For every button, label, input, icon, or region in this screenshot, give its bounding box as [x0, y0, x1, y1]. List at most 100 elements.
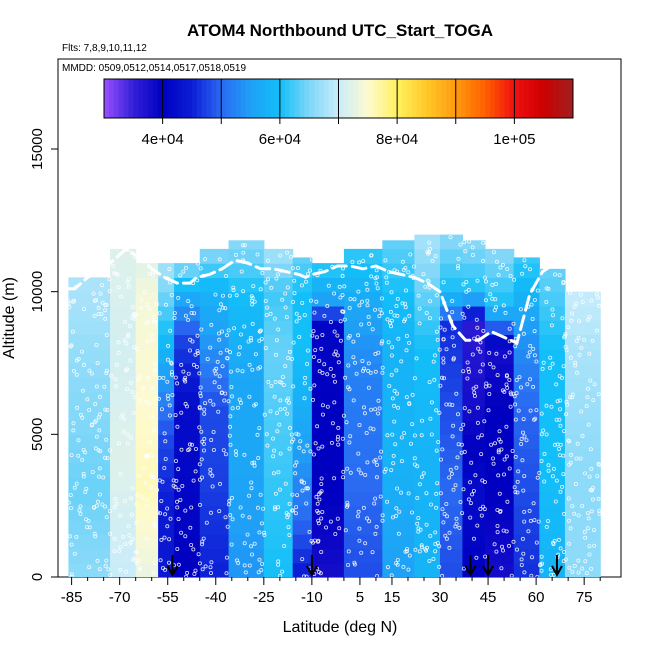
sample-point [264, 313, 269, 318]
sample-point [145, 339, 150, 344]
sample-point [150, 270, 155, 275]
sample-point [359, 471, 364, 476]
heat-cell [382, 291, 415, 307]
sample-point [192, 311, 197, 316]
heat-cell [174, 519, 201, 535]
sample-point [74, 358, 79, 363]
sample-point [324, 525, 329, 530]
heat-cell [564, 477, 601, 492]
colorbar-cell [563, 79, 569, 118]
sample-point [224, 273, 229, 278]
sample-point [587, 544, 592, 549]
heat-cell [440, 234, 464, 250]
sample-point [97, 567, 102, 572]
sample-point [273, 491, 278, 496]
sample-point [166, 343, 171, 348]
sample-point [78, 412, 83, 417]
colorbar-cell [416, 79, 423, 118]
sample-point [282, 544, 287, 549]
sample-point [262, 530, 267, 535]
sample-point [519, 441, 524, 446]
heat-cell [135, 548, 159, 564]
heat-cell [343, 391, 383, 407]
sample-point [141, 466, 146, 471]
heat-cell [68, 477, 111, 492]
sample-point [166, 560, 171, 565]
profile-marker-arrowhead [166, 565, 179, 578]
sample-point [129, 435, 134, 440]
heat-cell [440, 562, 464, 577]
heat-cell [174, 391, 201, 407]
sample-point [419, 474, 424, 479]
colorbar-cell [509, 79, 515, 118]
sample-point [227, 293, 232, 298]
sample-point [123, 368, 128, 373]
sample-point [521, 417, 526, 422]
sample-point [100, 283, 105, 288]
heat-cell [462, 491, 486, 507]
heat-cell [68, 363, 111, 378]
colorbar-tick-label: 8e+04 [376, 131, 418, 148]
heat-cell [484, 291, 515, 307]
sample-point [195, 348, 200, 353]
heat-cell [311, 519, 345, 535]
heat-cell [110, 562, 137, 577]
sample-point [276, 559, 281, 564]
sample-point [377, 406, 382, 411]
sample-point [475, 335, 480, 340]
sample-point [107, 448, 112, 453]
sample-point [374, 268, 379, 273]
sample-point [332, 379, 337, 384]
sample-point [478, 349, 483, 354]
sample-point [265, 258, 270, 263]
sample-point [474, 555, 479, 560]
sample-point [165, 276, 170, 281]
heat-cell [228, 277, 265, 293]
sample-point [530, 316, 535, 321]
sample-point [287, 446, 292, 451]
sample-point [157, 311, 162, 316]
sample-point [451, 423, 456, 428]
sample-point [583, 535, 588, 540]
sample-point [385, 565, 390, 570]
heat-cell [440, 448, 464, 464]
sample-point [473, 473, 478, 478]
sample-point [172, 311, 177, 316]
sample-point [314, 494, 319, 499]
sample-point [201, 441, 206, 446]
sample-point [563, 412, 568, 417]
sample-point [451, 487, 456, 492]
sample-point [357, 260, 362, 265]
heat-cell [68, 434, 111, 450]
sample-point [85, 397, 90, 402]
heat-cell [564, 505, 601, 521]
sample-point [350, 259, 355, 264]
sample-point [511, 321, 516, 326]
heat-cell [462, 348, 486, 364]
sample-point [98, 291, 103, 296]
sample-point [281, 382, 286, 387]
sample-point [132, 345, 137, 350]
sample-point [539, 458, 544, 463]
sample-point [483, 384, 488, 389]
sample-point [567, 439, 572, 444]
sample-point [180, 483, 185, 488]
sample-point [293, 471, 298, 476]
sample-point [434, 505, 439, 510]
sample-point [274, 338, 279, 343]
sample-point [412, 433, 417, 438]
sample-point [255, 505, 260, 510]
sample-point [199, 475, 204, 480]
sample-point [368, 370, 373, 375]
sample-point [591, 398, 596, 403]
sample-point [204, 520, 209, 525]
colorbar-cell [250, 79, 256, 118]
sample-point [507, 326, 512, 331]
heat-cell [110, 548, 137, 564]
sample-point [93, 446, 98, 451]
heat-cell [343, 462, 383, 478]
sample-point [505, 266, 510, 271]
sample-point [465, 360, 470, 365]
colorbar-cell [274, 79, 281, 118]
sample-point [130, 537, 135, 542]
